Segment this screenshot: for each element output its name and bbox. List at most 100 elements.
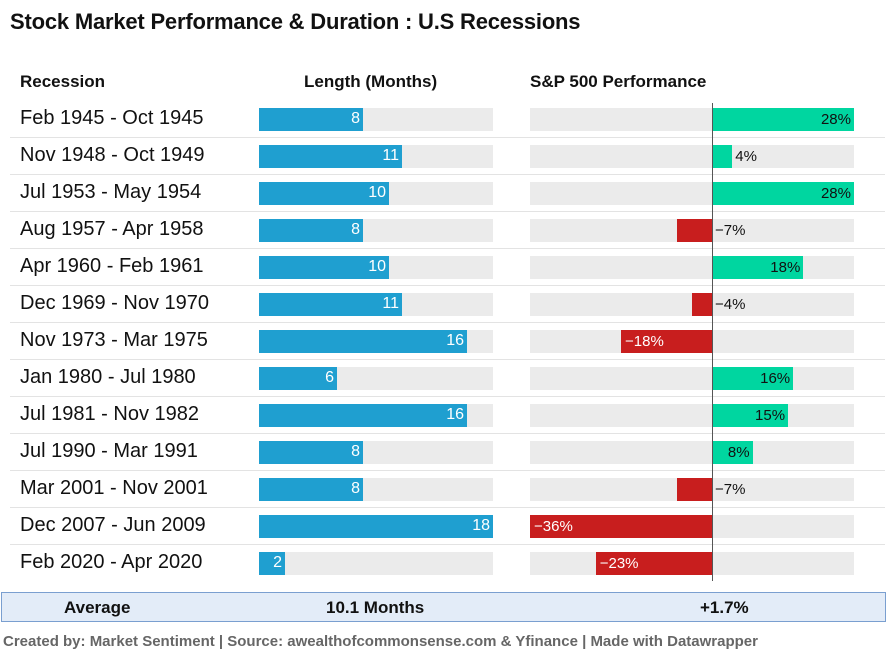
length-bar-track: 6 [259, 367, 493, 390]
performance-bar-track: 16% [530, 367, 854, 390]
recession-label: Jul 1953 - May 1954 [20, 181, 202, 203]
row-divider [10, 396, 885, 397]
performance-bar-track: 18% [530, 256, 854, 279]
performance-value: 18% [770, 259, 801, 276]
average-length: 10.1 Months [326, 598, 425, 617]
table-row: Aug 1957 - Apr 1958 8 −7% [0, 212, 889, 249]
table-row: Jan 1980 - Jul 1980 6 16% [0, 360, 889, 397]
length-bar: 8 [259, 478, 363, 501]
performance-bar-track: −7% [530, 219, 854, 242]
table-row: Apr 1960 - Feb 1961 10 18% [0, 249, 889, 286]
length-value: 11 [382, 147, 399, 164]
row-divider [10, 433, 885, 434]
performance-bar-track: −4% [530, 293, 854, 316]
table-row: Mar 2001 - Nov 2001 8 −7% [0, 471, 889, 508]
performance-bar-track: 15% [530, 404, 854, 427]
performance-bar-track: −18% [530, 330, 854, 353]
performance-bar-track: 4% [530, 145, 854, 168]
length-bar: 10 [259, 182, 389, 205]
length-bar-track: 8 [259, 108, 493, 131]
performance-value: −4% [715, 296, 746, 313]
length-value: 16 [446, 332, 464, 349]
row-divider [10, 248, 885, 249]
performance-value: 28% [820, 111, 851, 128]
average-performance: +1.7% [700, 598, 749, 617]
recession-label: Feb 2020 - Apr 2020 [20, 551, 203, 573]
recession-label: Mar 2001 - Nov 2001 [20, 477, 208, 499]
performance-bar [676, 478, 712, 501]
length-value: 8 [351, 221, 360, 238]
length-value: 2 [273, 554, 282, 571]
table-row: Jul 1981 - Nov 1982 16 15% [0, 397, 889, 434]
length-bar-track: 2 [259, 552, 493, 575]
length-value: 16 [446, 406, 464, 423]
performance-bar [712, 145, 733, 168]
recession-label: Nov 1948 - Oct 1949 [20, 144, 205, 166]
performance-bar-track: 28% [530, 108, 854, 131]
recession-label: Jul 1990 - Mar 1991 [20, 440, 198, 462]
length-bar-track: 10 [259, 182, 493, 205]
length-bar: 18 [259, 515, 493, 538]
length-bar: 11 [259, 293, 402, 316]
length-value: 8 [351, 443, 360, 460]
row-divider [10, 285, 885, 286]
row-divider [10, 544, 885, 545]
recession-label: Dec 2007 - Jun 2009 [20, 514, 206, 536]
length-bar: 2 [259, 552, 285, 575]
recession-label: Apr 1960 - Feb 1961 [20, 255, 204, 277]
performance-bar-track: 28% [530, 182, 854, 205]
row-divider [10, 359, 885, 360]
row-divider [10, 211, 885, 212]
recession-label: Aug 1957 - Apr 1958 [20, 218, 204, 240]
performance-bar [691, 293, 712, 316]
length-bar: 6 [259, 367, 337, 390]
row-divider [10, 470, 885, 471]
length-value: 10 [368, 258, 386, 275]
length-bar: 16 [259, 330, 467, 353]
performance-bar [712, 256, 804, 279]
recession-label: Feb 1945 - Oct 1945 [20, 107, 204, 129]
length-bar-track: 11 [259, 293, 493, 316]
average-label: Average [64, 598, 131, 617]
length-bar-track: 16 [259, 404, 493, 427]
recession-label: Jul 1981 - Nov 1982 [20, 403, 200, 425]
performance-bar [712, 108, 854, 131]
recession-label: Nov 1973 - Mar 1975 [20, 329, 208, 351]
performance-value: −23% [599, 555, 639, 572]
footer-credits: Created by: Market Sentiment | Source: a… [3, 633, 758, 650]
performance-value: −7% [715, 481, 746, 498]
performance-bar [712, 367, 794, 390]
performance-zero-line [712, 103, 713, 581]
performance-bar [621, 330, 712, 353]
column-header-performance: S&P 500 Performance [530, 72, 707, 91]
performance-bar [595, 552, 712, 575]
length-bar-track: 8 [259, 478, 493, 501]
performance-bar-track: −36% [530, 515, 854, 538]
length-bar-track: 10 [259, 256, 493, 279]
performance-bar [712, 404, 789, 427]
column-header-length: Length (Months) [304, 72, 438, 91]
average-row: Average 10.1 Months +1.7% [1, 592, 886, 622]
length-value: 18 [472, 517, 490, 534]
performance-value: −18% [625, 333, 664, 350]
row-divider [10, 322, 885, 323]
performance-value: 15% [755, 407, 786, 424]
length-value: 10 [368, 184, 386, 201]
performance-bar-track: −7% [530, 478, 854, 501]
performance-value: 28% [820, 185, 851, 202]
length-value: 8 [351, 110, 360, 127]
row-divider [10, 507, 885, 508]
length-bar: 11 [259, 145, 402, 168]
recession-label: Jan 1980 - Jul 1980 [20, 366, 196, 388]
performance-bar [530, 515, 712, 538]
table-row: Jul 1953 - May 1954 10 28% [0, 175, 889, 212]
table-row: Feb 1945 - Oct 1945 8 28% [0, 101, 889, 138]
row-divider [10, 174, 885, 175]
length-bar-track: 11 [259, 145, 493, 168]
performance-value: −36% [534, 518, 573, 535]
length-value: 11 [382, 295, 399, 312]
column-header-recession: Recession [20, 72, 106, 91]
length-bar-track: 16 [259, 330, 493, 353]
length-bar: 10 [259, 256, 389, 279]
length-bar: 8 [259, 219, 363, 242]
